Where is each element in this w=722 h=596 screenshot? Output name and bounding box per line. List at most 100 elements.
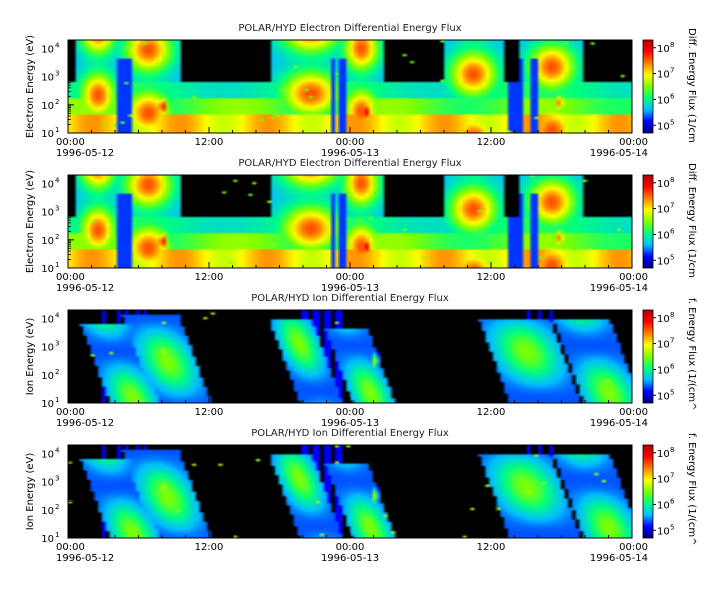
y-tick-exponent: 1 bbox=[55, 126, 59, 134]
x-tick-date: 1996-05-13 bbox=[321, 553, 379, 564]
colorbar-tick-label: 10 bbox=[657, 500, 670, 511]
x-tick-date: 1996-05-12 bbox=[56, 283, 114, 294]
y-tick-exponent: 2 bbox=[55, 98, 59, 106]
panel-title: POLAR/HYD Ion Differential Energy Flux bbox=[251, 293, 449, 304]
y-tick-exponent: 2 bbox=[55, 503, 59, 511]
x-tick-label: 00:00 bbox=[619, 272, 648, 283]
x-tick-label: 00:00 bbox=[619, 407, 648, 418]
y-tick-label: 10 bbox=[41, 314, 54, 325]
y-tick-exponent: 2 bbox=[55, 233, 59, 241]
colorbar-tick-exponent: 6 bbox=[670, 92, 675, 100]
y-tick-exponent: 3 bbox=[55, 70, 59, 78]
colorbar bbox=[642, 444, 654, 539]
x-tick-label: 00:00 bbox=[336, 137, 365, 148]
panel-3: POLAR/HYD Ion Differential Energy Flux10… bbox=[25, 293, 697, 429]
y-tick-exponent: 3 bbox=[55, 475, 59, 483]
x-tick-date: 1996-05-13 bbox=[321, 148, 379, 159]
x-tick-date: 1996-05-13 bbox=[321, 418, 379, 429]
y-tick-exponent: 3 bbox=[55, 340, 59, 348]
colorbar-tick-exponent: 6 bbox=[670, 362, 675, 370]
x-tick-date: 1996-05-12 bbox=[56, 553, 114, 564]
colorbar-tick-exponent: 6 bbox=[670, 497, 675, 505]
x-tick-label: 00:00 bbox=[56, 542, 85, 553]
colorbar-tick-label: 10 bbox=[657, 365, 670, 376]
y-tick-label: 10 bbox=[41, 371, 54, 382]
x-tick-date: 1996-05-14 bbox=[590, 553, 648, 564]
heatmap-image bbox=[68, 175, 632, 268]
y-tick-label: 10 bbox=[41, 449, 54, 460]
y-tick-label: 10 bbox=[41, 399, 54, 410]
x-tick-label: 00:00 bbox=[619, 137, 648, 148]
y-tick-exponent: 4 bbox=[55, 446, 60, 454]
x-tick-label: 12:00 bbox=[195, 407, 224, 418]
colorbar-tick-label: 10 bbox=[657, 95, 670, 106]
y-tick-label: 10 bbox=[41, 179, 54, 190]
x-tick-label: 12:00 bbox=[195, 137, 224, 148]
x-tick-date: 1996-05-14 bbox=[590, 418, 648, 429]
colorbar-tick-exponent: 5 bbox=[670, 523, 674, 531]
y-tick-exponent: 1 bbox=[55, 261, 59, 269]
x-tick-label: 12:00 bbox=[195, 272, 224, 283]
colorbar-tick-label: 10 bbox=[657, 391, 670, 402]
panel-title: POLAR/HYD Ion Differential Energy Flux bbox=[251, 428, 449, 439]
panel-4: POLAR/HYD Ion Differential Energy Flux10… bbox=[25, 428, 697, 564]
colorbar-tick-exponent: 7 bbox=[670, 202, 674, 210]
colorbar-tick-label: 10 bbox=[657, 230, 670, 241]
y-tick-exponent: 1 bbox=[55, 531, 59, 539]
x-tick-label: 12:00 bbox=[477, 137, 506, 148]
y-tick-exponent: 4 bbox=[55, 41, 60, 49]
y-tick-label: 10 bbox=[41, 208, 54, 219]
colorbar-tick-exponent: 8 bbox=[670, 311, 674, 319]
y-tick-label: 10 bbox=[41, 264, 54, 275]
y-tick-label: 10 bbox=[41, 534, 54, 545]
y-axis-label: Electron Energy (eV) bbox=[25, 35, 36, 138]
colorbar-tick-label: 10 bbox=[657, 121, 670, 132]
x-tick-label: 12:00 bbox=[477, 272, 506, 283]
colorbar-tick-exponent: 5 bbox=[670, 253, 674, 261]
y-tick-label: 10 bbox=[41, 343, 54, 354]
colorbar-label: Diff. Energy Flux (1/cm bbox=[686, 28, 697, 143]
colorbar-tick-label: 10 bbox=[657, 256, 670, 267]
y-tick-label: 10 bbox=[41, 129, 54, 140]
y-tick-label: 10 bbox=[41, 236, 54, 247]
y-tick-exponent: 2 bbox=[55, 368, 59, 376]
y-tick-exponent: 4 bbox=[55, 311, 60, 319]
y-axis-label: Ion Energy (eV) bbox=[25, 318, 36, 396]
colorbar-tick-exponent: 8 bbox=[670, 41, 674, 49]
x-tick-date: 1996-05-12 bbox=[56, 418, 114, 429]
colorbar-label: Diff. Energy Flux (1/cm bbox=[686, 163, 697, 278]
x-tick-date: 1996-05-13 bbox=[321, 283, 379, 294]
colorbar-tick-exponent: 7 bbox=[670, 472, 674, 480]
y-tick-label: 10 bbox=[41, 44, 54, 55]
colorbar-tick-label: 10 bbox=[657, 526, 670, 537]
colorbar-tick-label: 10 bbox=[657, 340, 670, 351]
colorbar-tick-label: 10 bbox=[657, 314, 670, 325]
colorbar-tick-label: 10 bbox=[657, 205, 670, 216]
colorbar-tick-exponent: 5 bbox=[670, 118, 674, 126]
panel-2: POLAR/HYD Electron Differential Energy F… bbox=[25, 158, 697, 294]
x-tick-date: 1996-05-14 bbox=[590, 148, 648, 159]
y-tick-exponent: 1 bbox=[55, 396, 59, 404]
x-tick-label: 12:00 bbox=[477, 542, 506, 553]
y-tick-label: 10 bbox=[41, 73, 54, 84]
x-tick-date: 1996-05-14 bbox=[590, 283, 648, 294]
colorbar-tick-label: 10 bbox=[657, 70, 670, 81]
colorbar-tick-exponent: 8 bbox=[670, 446, 674, 454]
y-axis-label: Electron Energy (eV) bbox=[25, 170, 36, 273]
panel-title: POLAR/HYD Electron Differential Energy F… bbox=[238, 158, 461, 169]
colorbar bbox=[642, 309, 654, 404]
panel-title: POLAR/HYD Electron Differential Energy F… bbox=[238, 23, 461, 34]
y-tick-label: 10 bbox=[41, 478, 54, 489]
x-tick-label: 00:00 bbox=[56, 137, 85, 148]
heatmap-image bbox=[68, 40, 632, 133]
x-tick-date: 1996-05-12 bbox=[56, 148, 114, 159]
y-axis-label: Ion Energy (eV) bbox=[25, 453, 36, 531]
colorbar-label: f. Energy Flux (1/(cm^ bbox=[686, 298, 697, 410]
colorbar-tick-exponent: 6 bbox=[670, 227, 675, 235]
x-tick-label: 00:00 bbox=[56, 272, 85, 283]
colorbar bbox=[642, 39, 654, 134]
colorbar-tick-exponent: 8 bbox=[670, 176, 674, 184]
colorbar bbox=[642, 174, 654, 269]
